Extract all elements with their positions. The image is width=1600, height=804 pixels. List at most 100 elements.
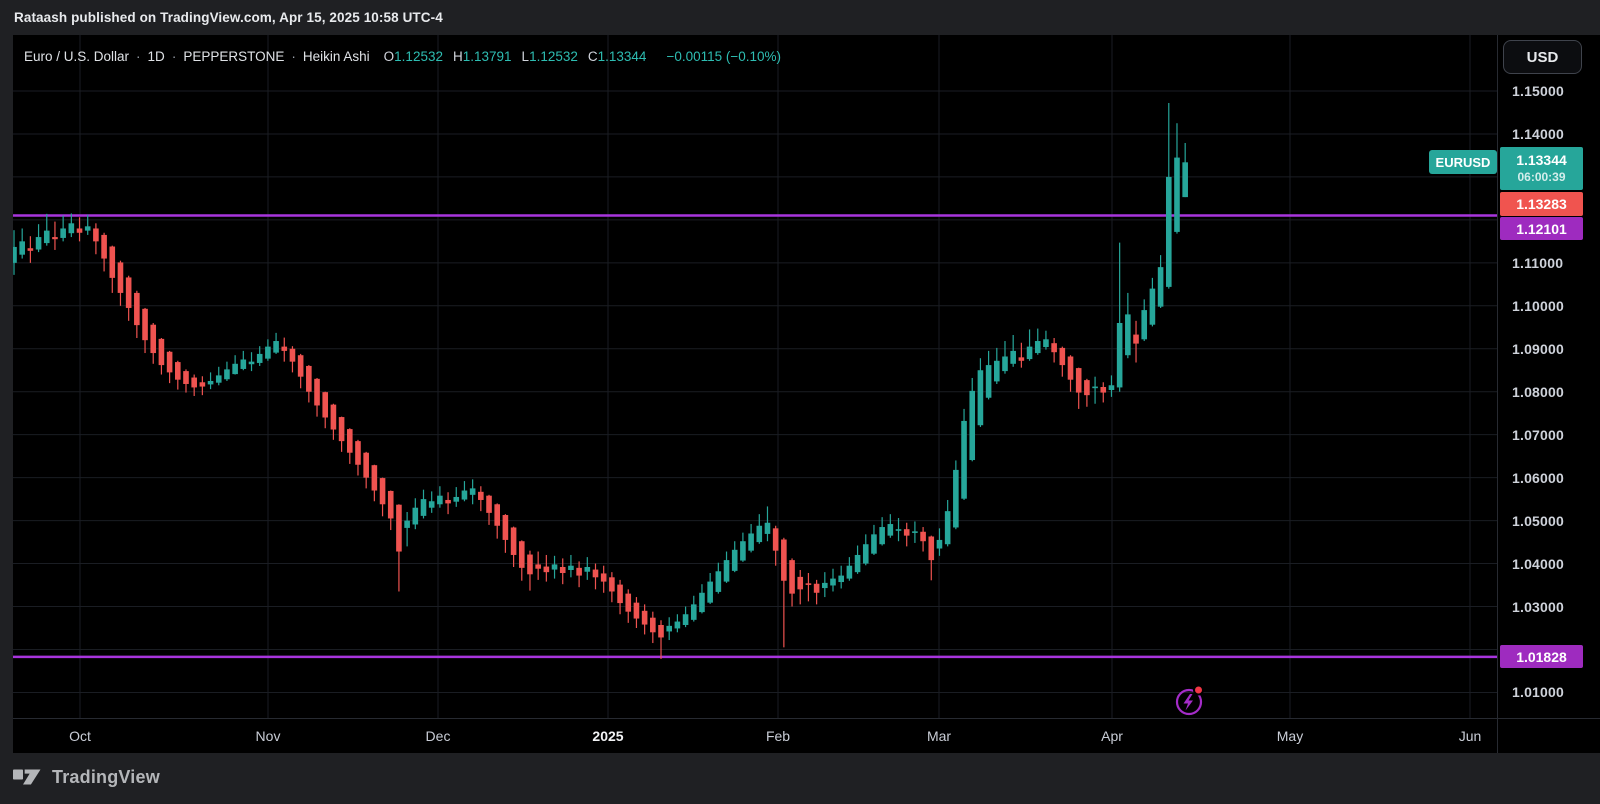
candle-body <box>838 575 844 583</box>
publish-text: Rataash published on TradingView.com, Ap… <box>14 10 443 25</box>
time-tick-label: Oct <box>69 728 91 744</box>
candle-body <box>576 567 582 576</box>
candle-body <box>666 625 672 632</box>
price-axis-separator[interactable] <box>1497 35 1498 753</box>
price-tick-label: 1.08000 <box>1512 383 1565 400</box>
candle-body <box>68 223 75 234</box>
candle-body <box>478 491 484 500</box>
candle-body <box>764 522 771 534</box>
time-axis-separator[interactable] <box>13 718 1600 719</box>
candle-body <box>1141 310 1148 340</box>
time-axis[interactable]: Oct Nov Dec 2025 Feb Mar Apr May Jun <box>13 719 1497 753</box>
candle-body <box>1108 385 1115 391</box>
candle-body <box>93 228 99 242</box>
price-tick-label: 1.01000 <box>1512 684 1565 701</box>
candle-body <box>862 544 869 564</box>
candle-body <box>740 541 746 561</box>
time-tick-label: Nov <box>255 728 281 744</box>
candle-body <box>125 277 132 308</box>
candle-body <box>469 488 476 495</box>
candle-body <box>535 564 541 569</box>
candle-body <box>994 360 1000 382</box>
candle-body <box>1018 357 1025 361</box>
candle-body <box>830 578 836 586</box>
price-axis[interactable]: USD 1.15000 1.14000 1.11000 1.10000 1.09000 1… <box>1498 35 1600 718</box>
candle-body <box>297 355 304 377</box>
candle-body <box>617 584 623 604</box>
interval-label[interactable]: 1D <box>147 48 165 64</box>
candle-body <box>330 404 337 430</box>
candle-body <box>191 377 197 388</box>
candle-body <box>19 241 25 255</box>
candle-body <box>445 499 451 504</box>
candle-body <box>101 234 107 259</box>
candle-body <box>977 370 984 426</box>
time-tick-label: 2025 <box>592 728 624 744</box>
lower-level-label: 1.01828 <box>1500 645 1583 668</box>
candle-body <box>215 375 222 383</box>
candle-body <box>887 524 894 536</box>
close-label: C <box>587 48 598 64</box>
candle-body <box>961 420 967 499</box>
candle-body <box>404 520 410 528</box>
publish-bar: Rataash published on TradingView.com, Ap… <box>0 0 1600 35</box>
event-signal-icon[interactable] <box>1175 684 1204 716</box>
candle-body <box>1051 343 1057 353</box>
upper-level-label: 1.12101 <box>1500 217 1583 240</box>
price-tick-label: 1.11000 <box>1512 254 1564 271</box>
time-tick-label: Mar <box>926 728 952 744</box>
candle-body <box>224 369 230 380</box>
candle-body <box>625 593 632 612</box>
price-tick-label: 1.14000 <box>1512 125 1565 142</box>
candle-body <box>920 531 926 542</box>
last-price-label: 1.13344 06:00:39 <box>1500 147 1583 190</box>
candle-body <box>1157 267 1164 307</box>
currency-usd-button[interactable]: USD <box>1503 40 1582 74</box>
candle-body <box>134 292 140 326</box>
candle-body <box>723 560 730 582</box>
candle-body <box>1165 176 1172 287</box>
candle-body <box>1174 157 1180 232</box>
price-tick-label: 1.07000 <box>1512 426 1565 443</box>
low-label: L <box>521 48 530 64</box>
candle-body <box>985 365 992 398</box>
price-tick-label: 1.15000 <box>1512 83 1565 99</box>
candle-body <box>338 417 345 442</box>
candle-body <box>60 228 66 238</box>
exchange-label: PEPPERSTONE <box>183 48 285 64</box>
time-tick-label: Feb <box>765 728 791 744</box>
candle-body <box>412 507 419 525</box>
candle-body <box>387 490 394 519</box>
candle-body <box>1034 341 1041 354</box>
symbol-title[interactable]: Euro / U.S. Dollar <box>24 48 130 64</box>
candle-body <box>437 495 443 505</box>
tradingview-logo[interactable]: TradingView <box>13 765 160 789</box>
candle-body <box>1002 356 1008 372</box>
candle-body <box>641 610 648 625</box>
price-tick-label: 1.10000 <box>1512 297 1565 314</box>
candle-body <box>199 382 206 387</box>
candle-body <box>600 573 607 582</box>
candle-body <box>813 583 820 593</box>
candle-body <box>232 363 238 375</box>
candle-body <box>428 501 435 508</box>
candle-body <box>175 362 181 380</box>
candle-body <box>748 533 754 551</box>
candle-body <box>1010 350 1016 364</box>
candle-body <box>248 361 255 365</box>
tradingview-logo-text: TradingView <box>52 766 160 787</box>
candle-body <box>772 528 779 551</box>
header-separator-2: · <box>171 48 177 64</box>
candle-body <box>879 527 885 545</box>
candle-body <box>13 246 17 263</box>
candle-body <box>1092 386 1098 389</box>
candle-body <box>117 262 124 293</box>
candle-body <box>265 346 271 359</box>
candle-body <box>1116 322 1123 388</box>
candle-body <box>84 226 91 231</box>
candle-body <box>674 621 681 629</box>
tradingview-logo-icon <box>13 769 41 785</box>
candle-body <box>355 441 361 465</box>
bottom-bar: TradingView <box>0 753 1600 804</box>
